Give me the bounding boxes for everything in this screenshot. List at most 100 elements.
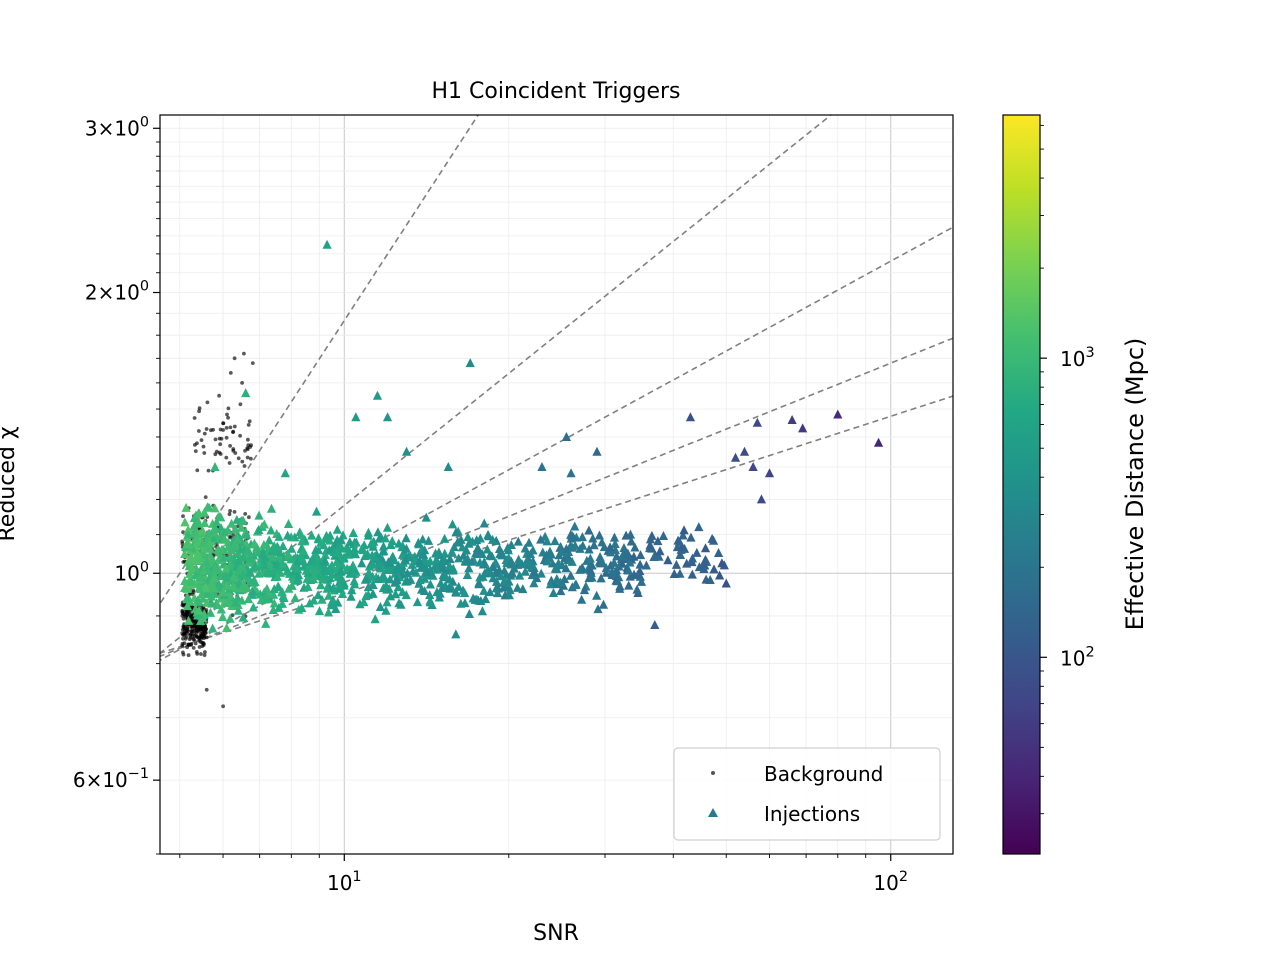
injection-point xyxy=(325,535,335,545)
injection-point xyxy=(467,536,478,546)
injection-point xyxy=(183,538,194,548)
injection-point xyxy=(487,534,498,544)
background-point xyxy=(249,456,253,461)
injection-point xyxy=(374,554,385,564)
plot-area: 101 102 3×100 2×100 100 6×10−1 xyxy=(73,114,954,895)
injection-point xyxy=(320,555,330,565)
injection-point xyxy=(370,614,380,624)
injection-point xyxy=(649,551,659,561)
injection-point xyxy=(238,612,248,622)
injection-point xyxy=(587,572,597,582)
injection-point xyxy=(321,565,331,575)
injection-point xyxy=(474,579,484,589)
injection-point xyxy=(420,545,430,555)
injection-point xyxy=(220,534,230,544)
injection-point xyxy=(200,582,211,592)
injection-point xyxy=(381,605,391,615)
injection-point xyxy=(223,542,233,552)
injection-point xyxy=(328,594,338,604)
injection-point xyxy=(467,556,477,566)
injection-point xyxy=(241,529,252,539)
injection-point xyxy=(322,583,332,593)
injection-point xyxy=(506,570,516,580)
injection-point xyxy=(379,571,389,581)
background-point xyxy=(202,653,207,657)
injection-point xyxy=(485,587,495,597)
injection-point xyxy=(506,540,516,550)
injection-point xyxy=(401,446,412,456)
injection-point xyxy=(238,569,248,579)
injection-point xyxy=(625,557,635,567)
background-point xyxy=(185,631,190,636)
injection-point xyxy=(198,547,209,557)
injection-point xyxy=(463,532,473,542)
injection-point xyxy=(337,588,348,598)
injection-point xyxy=(382,412,393,422)
injection-point xyxy=(238,515,248,525)
injection-point xyxy=(219,552,229,562)
background-point xyxy=(218,427,223,432)
injection-point xyxy=(615,583,625,593)
injection-point xyxy=(274,602,284,612)
injection-point xyxy=(460,588,470,598)
background-point xyxy=(226,406,231,411)
injection-point xyxy=(647,530,657,540)
legend-background-marker xyxy=(711,771,715,775)
injection-point xyxy=(584,525,594,535)
injection-point xyxy=(367,571,378,581)
injection-point xyxy=(748,461,758,471)
background-point xyxy=(228,444,233,448)
background-point xyxy=(221,704,226,709)
injection-point xyxy=(477,548,487,558)
injection-point xyxy=(787,414,797,424)
injection-point xyxy=(443,461,453,471)
injection-point xyxy=(401,543,412,553)
injection-point xyxy=(231,597,241,607)
injection-point xyxy=(345,537,355,547)
background-point xyxy=(231,533,236,538)
injection-point xyxy=(448,565,458,575)
injection-point xyxy=(675,550,686,560)
background-point xyxy=(189,615,194,620)
injection-point xyxy=(229,541,240,551)
injection-point xyxy=(598,599,609,609)
injection-point xyxy=(464,563,474,573)
injection-point xyxy=(313,545,324,555)
background-point xyxy=(197,645,202,649)
injection-point xyxy=(552,574,562,584)
injection-point xyxy=(210,503,220,513)
injection-point xyxy=(266,503,277,513)
injection-point xyxy=(483,529,493,539)
injection-point xyxy=(669,569,679,579)
injection-point xyxy=(369,551,380,561)
plot-frame xyxy=(159,114,954,855)
injection-point xyxy=(473,595,483,605)
injection-point xyxy=(601,563,611,573)
background-point xyxy=(217,436,222,441)
injection-point xyxy=(278,541,288,551)
injection-point xyxy=(180,549,190,559)
injection-point xyxy=(357,558,367,568)
background-point xyxy=(227,461,232,465)
injection-point xyxy=(269,598,279,608)
injection-point xyxy=(438,555,448,565)
legend-injections-label: Injections xyxy=(764,802,860,826)
injection-point xyxy=(425,579,436,589)
background-point xyxy=(202,629,207,634)
background-point xyxy=(201,444,206,449)
background-point xyxy=(191,588,196,593)
background-point xyxy=(197,636,201,641)
background-point xyxy=(238,402,243,407)
injection-point xyxy=(630,542,640,552)
injection-point xyxy=(331,557,342,567)
injection-point xyxy=(475,557,485,567)
injection-point xyxy=(764,468,775,478)
injection-point xyxy=(194,605,204,615)
injection-point xyxy=(393,582,403,592)
injection-point xyxy=(384,557,394,567)
injection-point xyxy=(405,551,416,561)
injection-point xyxy=(439,563,449,573)
background-point xyxy=(248,445,253,449)
injection-point xyxy=(491,583,501,593)
